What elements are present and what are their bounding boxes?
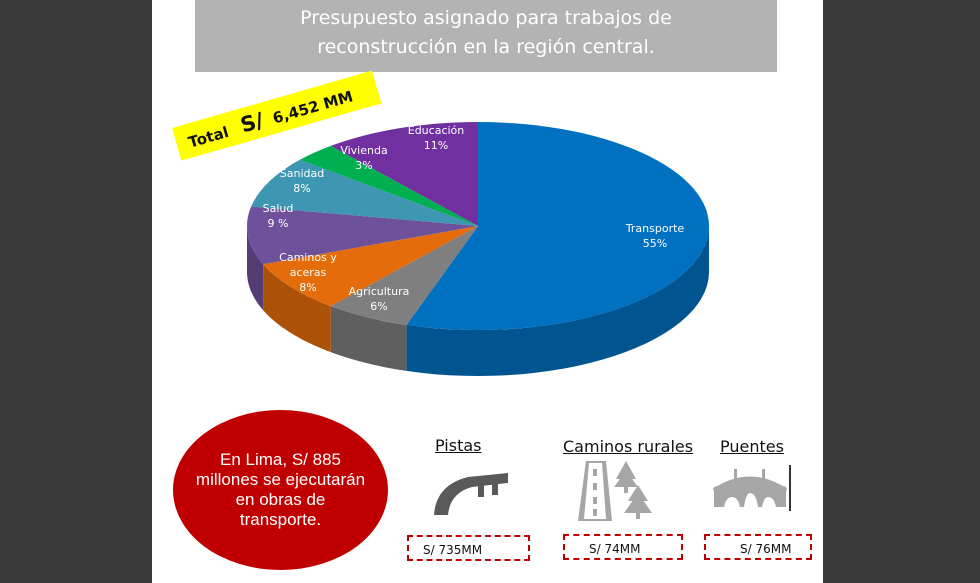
pie-label-transporte: Transporte 55% (625, 222, 685, 250)
pie-label-educacion: Educación 11% (408, 124, 465, 152)
pie-label-vivienda: Vivienda 3% (340, 144, 387, 172)
bridge-icon (712, 465, 791, 511)
pie-slice-transporte (406, 122, 709, 330)
pie-label-salud: Salud 9 % (263, 202, 294, 230)
category-title-puentes: Puentes (720, 437, 784, 456)
pie-label-agricultura: Agricultura 6% (349, 285, 410, 313)
rural-road-icon (578, 461, 652, 521)
pie-slice-agricultura (330, 226, 478, 325)
total-label: Total (186, 123, 231, 152)
highway-icon (434, 473, 508, 516)
category-title-pistas: Pistas (435, 436, 482, 455)
amount-box-pistas: S/ 735MM (407, 535, 530, 561)
pie-side-agricultura (330, 306, 407, 371)
pie-slice-vivienda (300, 145, 478, 226)
lima-callout: En Lima, S/ 885 millones se ejecutarán e… (173, 410, 388, 570)
chart-title: Presupuesto asignado para trabajos de re… (195, 0, 777, 72)
title-line-1: Presupuesto asignado para trabajos de (300, 7, 672, 29)
pie-slice-salud (247, 206, 478, 265)
pie-slice-caminos-y-aceras (263, 226, 478, 307)
pie-side-caminos-y-aceras (263, 264, 331, 353)
lima-callout-text: En Lima, S/ 885 millones se ejecutarán e… (195, 450, 366, 529)
total-currency: S/ (237, 108, 267, 138)
pie-slice-sanidad (251, 159, 478, 226)
pie-slice-educacion (330, 122, 478, 226)
amount-box-caminos-rurales: S/ 74MM (563, 534, 683, 560)
pie-side-transporte (406, 226, 709, 376)
pie-label-sanidad: Sanidad 8% (280, 167, 324, 195)
pie-side-salud (247, 226, 264, 311)
title-line-2: reconstrucción en la región central. (317, 36, 655, 58)
amount-box-puentes: S/ 76MM (704, 534, 812, 560)
pie-label-caminos-y-aceras: Caminos y aceras 8% (279, 251, 337, 294)
category-title-caminos-rurales: Caminos rurales (563, 437, 694, 456)
